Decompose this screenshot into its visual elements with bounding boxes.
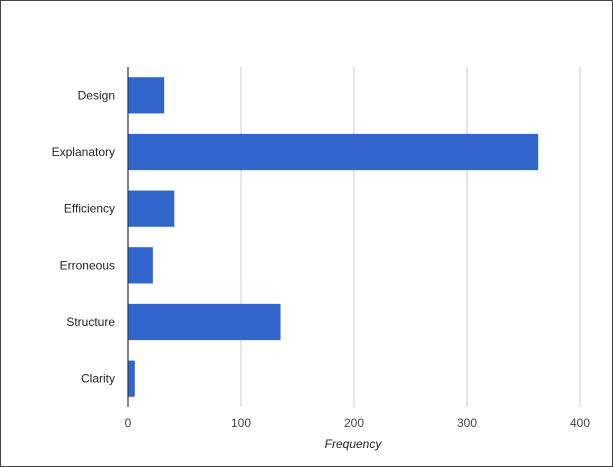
category-label-structure: Structure: [66, 315, 115, 329]
gridlines: [240, 67, 581, 407]
bars: [128, 77, 539, 397]
bar-structure: [128, 303, 281, 341]
x-tick-label: 0: [125, 416, 132, 430]
x-tick-label: 100: [231, 416, 251, 430]
category-label-design: Design: [78, 88, 115, 102]
category-label-explanatory: Explanatory: [52, 145, 115, 159]
bar-efficiency: [128, 190, 175, 227]
bar-design: [128, 77, 165, 114]
labels: 0 100 200 300 400 Design Explanatory Efficiency…: [52, 88, 591, 430]
x-tick-label: 400: [570, 416, 590, 430]
category-label-erroneous: Erroneous: [60, 258, 115, 272]
bar-clarity: [128, 360, 135, 397]
x-tick-label: 300: [457, 416, 477, 430]
category-label-clarity: Clarity: [81, 372, 115, 386]
x-axis-title: Frequency: [325, 437, 383, 451]
bar-explanatory: [128, 133, 539, 171]
category-label-efficiency: Efficiency: [64, 202, 115, 216]
bar-erroneous: [128, 247, 153, 284]
x-tick-label: 200: [344, 416, 364, 430]
